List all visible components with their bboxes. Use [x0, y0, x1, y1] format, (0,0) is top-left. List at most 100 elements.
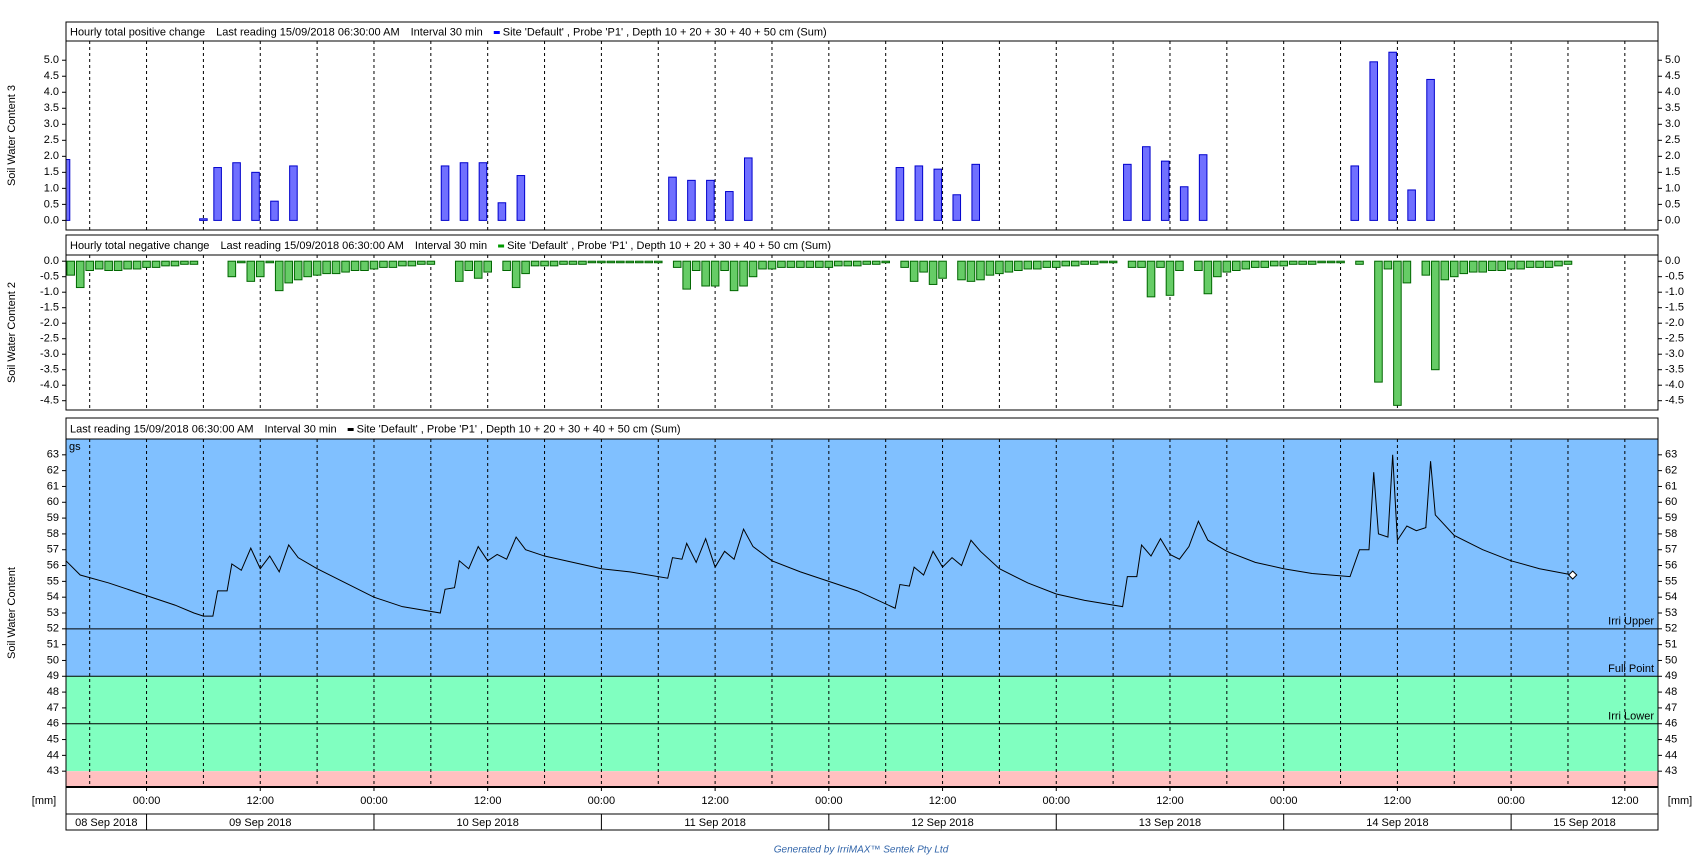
- x-tick-label: 12:00: [1384, 795, 1412, 807]
- plot-area: [66, 255, 1658, 410]
- y-tick-label-right: 53: [1665, 607, 1677, 619]
- bar: [1554, 260, 1563, 267]
- bar: [725, 191, 734, 221]
- bar: [881, 260, 890, 264]
- bar: [1563, 260, 1573, 265]
- bar: [933, 168, 943, 221]
- bar: [213, 167, 222, 221]
- bar: [1108, 260, 1118, 264]
- y-tick-label: 57: [47, 544, 59, 556]
- bar: [729, 260, 739, 292]
- bar: [170, 260, 180, 267]
- bar: [559, 260, 568, 265]
- bar: [1203, 260, 1213, 295]
- bar: [1421, 260, 1431, 276]
- plot-layer: [66, 41, 1626, 230]
- bar: [597, 260, 606, 264]
- bar: [274, 260, 284, 292]
- date-label: 10 Sep 2018: [456, 817, 518, 829]
- x-tick-label: 12:00: [701, 795, 729, 807]
- y-tick-label: 0.0: [44, 255, 59, 267]
- bar: [739, 260, 748, 287]
- bar: [786, 260, 796, 268]
- bar: [251, 171, 260, 221]
- y-tick-label: -1.0: [40, 286, 59, 298]
- bar: [1336, 260, 1345, 264]
- bar: [606, 260, 616, 264]
- y-tick-label: 47: [47, 702, 59, 714]
- x-unit-right: [mm]: [1668, 795, 1692, 807]
- y-tick-label: 2.5: [44, 134, 59, 146]
- y-tick-label-right: 44: [1665, 749, 1677, 761]
- bar: [322, 260, 331, 275]
- bar: [1487, 260, 1497, 272]
- y-tick-label: 45: [47, 733, 59, 745]
- y-tick-label: 46: [47, 718, 59, 730]
- bar: [341, 260, 350, 273]
- footer: Generated by IrriMAX™ Sentek Pty Ltd: [774, 845, 949, 856]
- y-axis-title: Soil Water Content: [6, 567, 18, 659]
- bar: [687, 179, 696, 221]
- bar: [1194, 260, 1203, 272]
- bar: [1241, 260, 1251, 270]
- y-tick-label-right: 0.5: [1665, 198, 1680, 210]
- bar: [852, 260, 862, 267]
- bar: [1213, 260, 1222, 278]
- y-tick-label-right: 3.5: [1665, 102, 1680, 114]
- bar: [995, 260, 1004, 275]
- bar: [289, 165, 298, 221]
- bar: [75, 260, 85, 289]
- y-tick-label-right: 3.0: [1665, 118, 1680, 130]
- panel-title: Hourly total positive change: [70, 26, 205, 38]
- bar: [459, 162, 469, 221]
- bar: [952, 194, 962, 221]
- bar: [568, 260, 578, 265]
- bar: [824, 260, 834, 268]
- bar: [303, 260, 312, 278]
- bar: [1179, 186, 1189, 221]
- bar: [815, 260, 824, 268]
- bar: [1402, 260, 1412, 284]
- bar: [180, 260, 189, 265]
- bar: [1497, 260, 1506, 272]
- y-tick-label: 4.5: [44, 70, 59, 82]
- bar: [246, 260, 256, 282]
- bar: [1426, 78, 1435, 221]
- bar: [1269, 260, 1279, 267]
- bar: [1042, 260, 1052, 268]
- x-tick-label: 00:00: [1270, 795, 1298, 807]
- bar: [777, 260, 786, 268]
- bar: [1156, 260, 1165, 268]
- bar: [1369, 61, 1379, 221]
- y-tick-label: 53: [47, 607, 59, 619]
- y-tick-label-right: 61: [1665, 480, 1677, 492]
- bar: [1279, 260, 1288, 267]
- y-tick-label-right: -3.5: [1665, 364, 1684, 376]
- annotation: gs: [69, 441, 81, 453]
- date-label: 08 Sep 2018: [75, 817, 137, 829]
- y-tick-label: 50: [47, 654, 59, 666]
- bar: [1127, 260, 1137, 268]
- y-tick-label: 54: [47, 591, 59, 603]
- y-tick-label-right: 58: [1665, 528, 1677, 540]
- bar: [1123, 163, 1132, 221]
- bar: [616, 260, 625, 264]
- bar: [426, 260, 436, 265]
- last-reading: Last reading 15/09/2018 06:30:00 AM: [220, 240, 403, 252]
- bar: [1089, 260, 1099, 265]
- y-tick-label: 3.0: [44, 118, 59, 130]
- bar: [284, 260, 293, 284]
- last-reading: Last reading 15/09/2018 06:30:00 AM: [70, 423, 253, 435]
- bar: [701, 260, 710, 287]
- threshold-label: Irri Lower: [1608, 711, 1654, 723]
- y-tick-label: -2.5: [40, 333, 59, 345]
- interval: Interval 30 min: [264, 423, 336, 435]
- bar: [85, 260, 94, 272]
- bar: [691, 260, 701, 272]
- bar: [919, 260, 928, 273]
- bar: [1374, 260, 1383, 383]
- bar: [767, 260, 777, 270]
- bar: [743, 157, 753, 221]
- bar: [530, 260, 540, 267]
